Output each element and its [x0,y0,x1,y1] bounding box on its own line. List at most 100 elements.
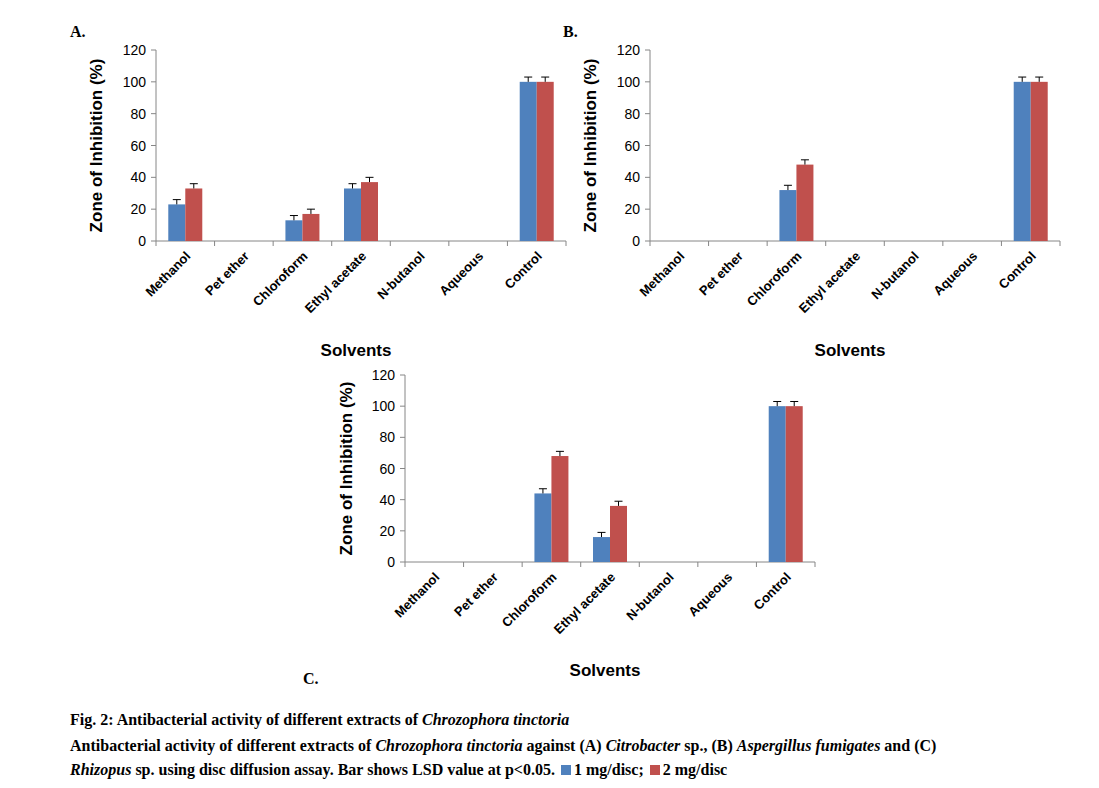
y-tick [400,562,405,563]
legend-label: 2 mg/disc [663,761,727,778]
bar [738,241,755,242]
bar [1014,82,1031,241]
y-tick [151,209,156,210]
y-tick [645,113,650,114]
x-tick [522,562,523,567]
y-tick [400,375,405,376]
bar [786,406,803,562]
bar [478,241,495,242]
bar [1031,82,1048,241]
bar [185,188,202,241]
x-axis-title: Solvents [815,341,886,360]
x-tick-label: Chloroform [499,570,560,631]
caption-line: Rhizopus sp. using disc diffusion assay.… [70,761,727,779]
caption-text: Aspergillus fumigates [737,737,881,754]
error-cap [349,183,357,184]
y-tick-label: 60 [130,138,146,154]
error-stem [794,401,795,406]
x-tick-label: Chloroform [744,249,805,310]
y-tick-label: 40 [624,169,640,185]
bar [227,241,244,242]
x-tick-label: Control [751,570,794,613]
caption-text: Fig. 2: Antibacterial activity of differ… [70,711,422,728]
error-bar [541,77,549,82]
bar [551,456,568,562]
error-stem [804,160,805,165]
x-tick-label: Methanol [142,249,193,300]
y-tick [645,50,650,51]
x-tick-label: Control [502,249,545,292]
error-cap [290,215,298,216]
caption-text: Chrozophora tinctoria [375,737,522,754]
error-bar [784,185,792,190]
error-stem [542,489,543,494]
bar [403,241,420,242]
panel: 020406080100120MethanolPet etherChlorofo… [303,367,815,687]
x-tick [507,241,508,246]
y-tick-label: 0 [632,233,640,249]
bar [344,188,361,241]
error-cap [173,199,181,200]
error-bar [556,451,564,456]
error-bar [773,401,781,406]
x-tick-label: Ethyl acetate [302,249,369,316]
y-tick-label: 120 [123,42,147,58]
bar [972,241,989,242]
caption-title: Fig. 2: Antibacterial activity of differ… [70,711,569,729]
bar [669,562,686,563]
y-axis-title: Zone of Inhibition (%) [87,59,106,233]
bar [302,214,319,241]
x-tick-label: Ethyl acetate [796,249,863,316]
x-tick [405,562,406,567]
error-stem [193,184,194,189]
legend-label: 1 mg/disc [574,761,638,778]
y-tick [151,50,156,51]
x-tick [697,562,698,567]
caption-text: sp. using disc diffusion assay. Bar show… [131,761,559,778]
y-tick-label: 20 [379,523,395,539]
caption-text: Citrobacter [606,737,681,754]
bar [855,241,872,242]
x-tick [884,241,885,246]
y-tick [400,406,405,407]
bar [779,190,796,241]
x-tick-label: Methanol [391,570,442,621]
error-stem [310,209,311,214]
y-tick-label: 60 [624,138,640,154]
y-tick-label: 100 [617,74,641,90]
error-cap [366,177,374,178]
x-tick-label: N-butanol [623,570,676,623]
x-tick-label: Aqueous [436,249,486,299]
y-tick [645,177,650,178]
error-stem [293,216,294,221]
error-stem [777,401,778,406]
y-tick-label: 100 [372,398,396,414]
panel-label: A. [70,23,86,40]
x-tick-label: Chloroform [250,249,311,310]
y-tick [645,241,650,242]
legend-separator: ; [638,761,647,778]
error-cap [801,159,809,160]
y-tick-label: 20 [130,201,146,217]
caption-text: Antibacterial activity of different extr… [70,737,375,754]
bar [461,241,478,242]
x-tick-label: Ethyl acetate [551,570,618,637]
y-tick [151,177,156,178]
bar [914,241,931,242]
caption-text: Rhizopus [70,761,131,778]
y-tick-label: 40 [130,169,146,185]
x-tick [1001,241,1002,246]
x-tick [942,241,943,246]
y-tick [400,468,405,469]
panel: 020406080100120MethanolPet etherChlorofo… [70,23,566,360]
error-stem [176,200,177,205]
bar [476,562,493,563]
y-tick-label: 80 [130,106,146,122]
bars [779,77,1047,241]
error-cap [307,209,315,210]
error-bar [1035,77,1043,82]
bar [652,562,669,563]
x-tick [390,241,391,246]
x-tick [580,562,581,567]
y-tick [400,437,405,438]
